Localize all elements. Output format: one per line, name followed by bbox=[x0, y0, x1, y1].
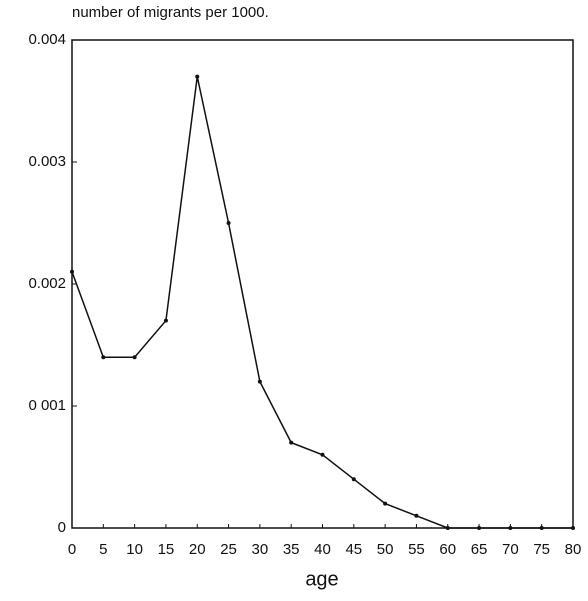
x-tick-label: 15 bbox=[158, 541, 175, 558]
y-tick-label: 0 bbox=[58, 519, 66, 536]
chart-title: number of migrants per 1000. bbox=[72, 4, 269, 21]
x-tick-label: 80 bbox=[565, 541, 582, 558]
data-point bbox=[101, 355, 106, 360]
data-point bbox=[351, 477, 356, 482]
y-tick-label: 0.002 bbox=[28, 275, 66, 292]
data-point bbox=[508, 526, 513, 530]
x-tick-label: 75 bbox=[533, 541, 550, 558]
data-point bbox=[414, 513, 419, 518]
data-point bbox=[539, 526, 544, 530]
x-tick-label: 10 bbox=[126, 541, 143, 558]
data-point bbox=[226, 221, 231, 225]
x-tick-label: 25 bbox=[220, 541, 237, 558]
x-tick-label: 60 bbox=[439, 541, 456, 558]
x-tick-label: 45 bbox=[345, 541, 362, 558]
data-point bbox=[195, 74, 200, 79]
x-tick-label: 35 bbox=[283, 541, 300, 558]
x-tick-label: 20 bbox=[189, 541, 206, 558]
data-point bbox=[383, 501, 388, 506]
x-tick-label: 55 bbox=[408, 541, 425, 558]
x-tick-label: 5 bbox=[99, 541, 107, 558]
data-point bbox=[257, 379, 262, 384]
y-tick-label: 0 001 bbox=[28, 397, 66, 414]
x-tick-label: 0 bbox=[68, 541, 76, 558]
x-axis-label: age bbox=[305, 568, 338, 590]
data-point bbox=[477, 526, 482, 530]
data-point bbox=[70, 269, 74, 274]
x-tick-label: 70 bbox=[502, 541, 519, 558]
data-point bbox=[445, 526, 450, 530]
data-point bbox=[289, 440, 294, 445]
data-line bbox=[71, 76, 573, 529]
x-tick-label: 50 bbox=[377, 541, 394, 558]
data-point bbox=[571, 526, 575, 530]
y-tick-label: 0.004 bbox=[28, 31, 66, 48]
data-point bbox=[132, 355, 137, 360]
x-tick-label: 30 bbox=[252, 541, 269, 558]
data-point bbox=[320, 452, 325, 457]
data-point bbox=[163, 318, 168, 323]
x-tick-label: 65 bbox=[471, 541, 488, 558]
x-tick-label: 40 bbox=[314, 541, 331, 558]
y-tick-label: 0.003 bbox=[28, 153, 66, 170]
